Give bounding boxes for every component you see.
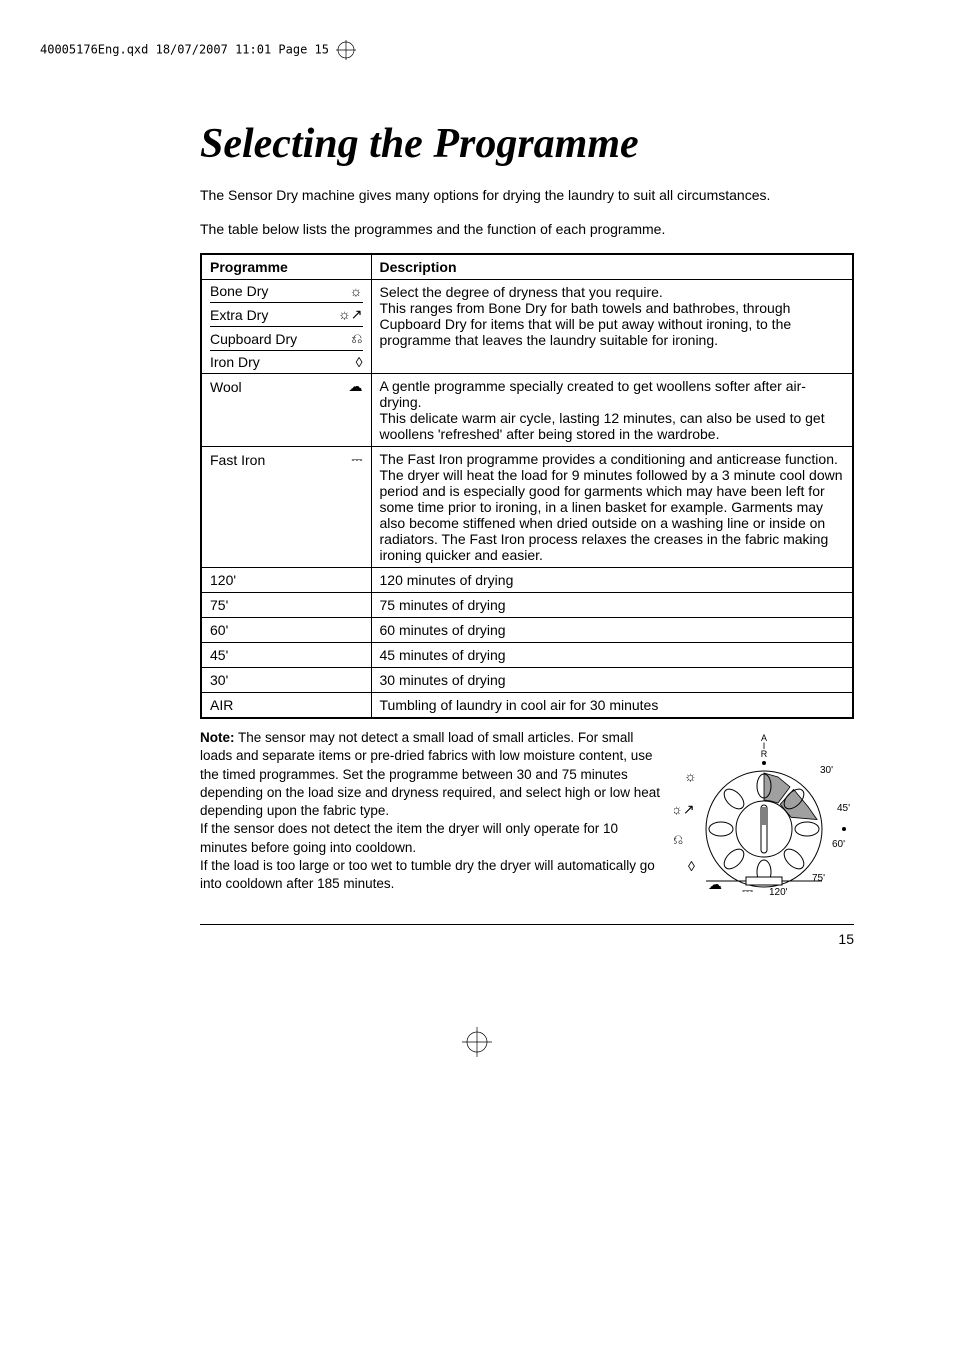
- table-row-fastiron: Fast Iron⎓ The Fast Iron programme provi…: [201, 447, 853, 568]
- col-header-programme: Programme: [201, 254, 371, 280]
- print-header: 40005176Eng.qxd 18/07/2007 11:01 Page 15: [40, 40, 854, 60]
- fastiron-description: The Fast Iron programme provides a condi…: [371, 447, 853, 568]
- col-header-description: Description: [371, 254, 853, 280]
- table-row-120: 120'120 minutes of drying: [201, 568, 853, 593]
- programme-table: Programme Description Bone Dry☼ Extra Dr…: [200, 253, 854, 719]
- programme-dial-diagram: A I R 30' 45' 60' 75' 120' ☼ ☼↗ ⎌ ◊ ☁ ⎓: [674, 729, 854, 904]
- page-footer: 15: [200, 924, 854, 947]
- table-row-wool: Wool☁ A gentle programme specially creat…: [201, 374, 853, 447]
- svg-text:R: R: [761, 749, 768, 759]
- table-row-60: 60'60 minutes of drying: [201, 618, 853, 643]
- fastiron-icon: ⎓: [351, 451, 362, 468]
- table-row-dryness: Bone Dry☼ Extra Dry☼↗ Cupboard Dry⎌ Iron…: [201, 280, 853, 374]
- svg-text:☼: ☼: [684, 768, 697, 784]
- page-number: 15: [838, 931, 854, 947]
- wool-description: A gentle programme specially created to …: [371, 374, 853, 447]
- intro-text-2: The table below lists the programmes and…: [200, 220, 854, 240]
- table-row-air: AIRTumbling of laundry in cool air for 3…: [201, 693, 853, 719]
- dryness-description: Select the degree of dryness that you re…: [371, 280, 853, 374]
- bone-dry-icon: ☼: [350, 283, 363, 299]
- svg-text:30': 30': [820, 765, 833, 776]
- table-row-30: 30'30 minutes of drying: [201, 668, 853, 693]
- extra-dry-icon: ☼↗: [338, 306, 363, 323]
- svg-text:☁: ☁: [708, 876, 722, 892]
- wool-icon: ☁: [349, 378, 363, 395]
- svg-text:120': 120': [769, 887, 788, 898]
- iron-dry-icon: ◊: [356, 354, 363, 370]
- table-row-45: 45'45 minutes of drying: [201, 643, 853, 668]
- svg-text:☼↗: ☼↗: [674, 801, 695, 817]
- intro-text-1: The Sensor Dry machine gives many option…: [200, 186, 854, 206]
- cupboard-dry-icon: ⎌: [351, 330, 362, 347]
- note-text: Note: The sensor may not detect a small …: [200, 729, 662, 904]
- svg-text:60': 60': [832, 839, 845, 850]
- svg-text:⎌: ⎌: [674, 831, 683, 847]
- svg-text:45': 45': [837, 803, 850, 814]
- table-row-75: 75'75 minutes of drying: [201, 593, 853, 618]
- page-title: Selecting the Programme: [200, 120, 854, 168]
- svg-text:75': 75': [812, 873, 825, 884]
- svg-text:◊: ◊: [688, 858, 695, 874]
- crop-mark-bottom: [0, 1027, 954, 1062]
